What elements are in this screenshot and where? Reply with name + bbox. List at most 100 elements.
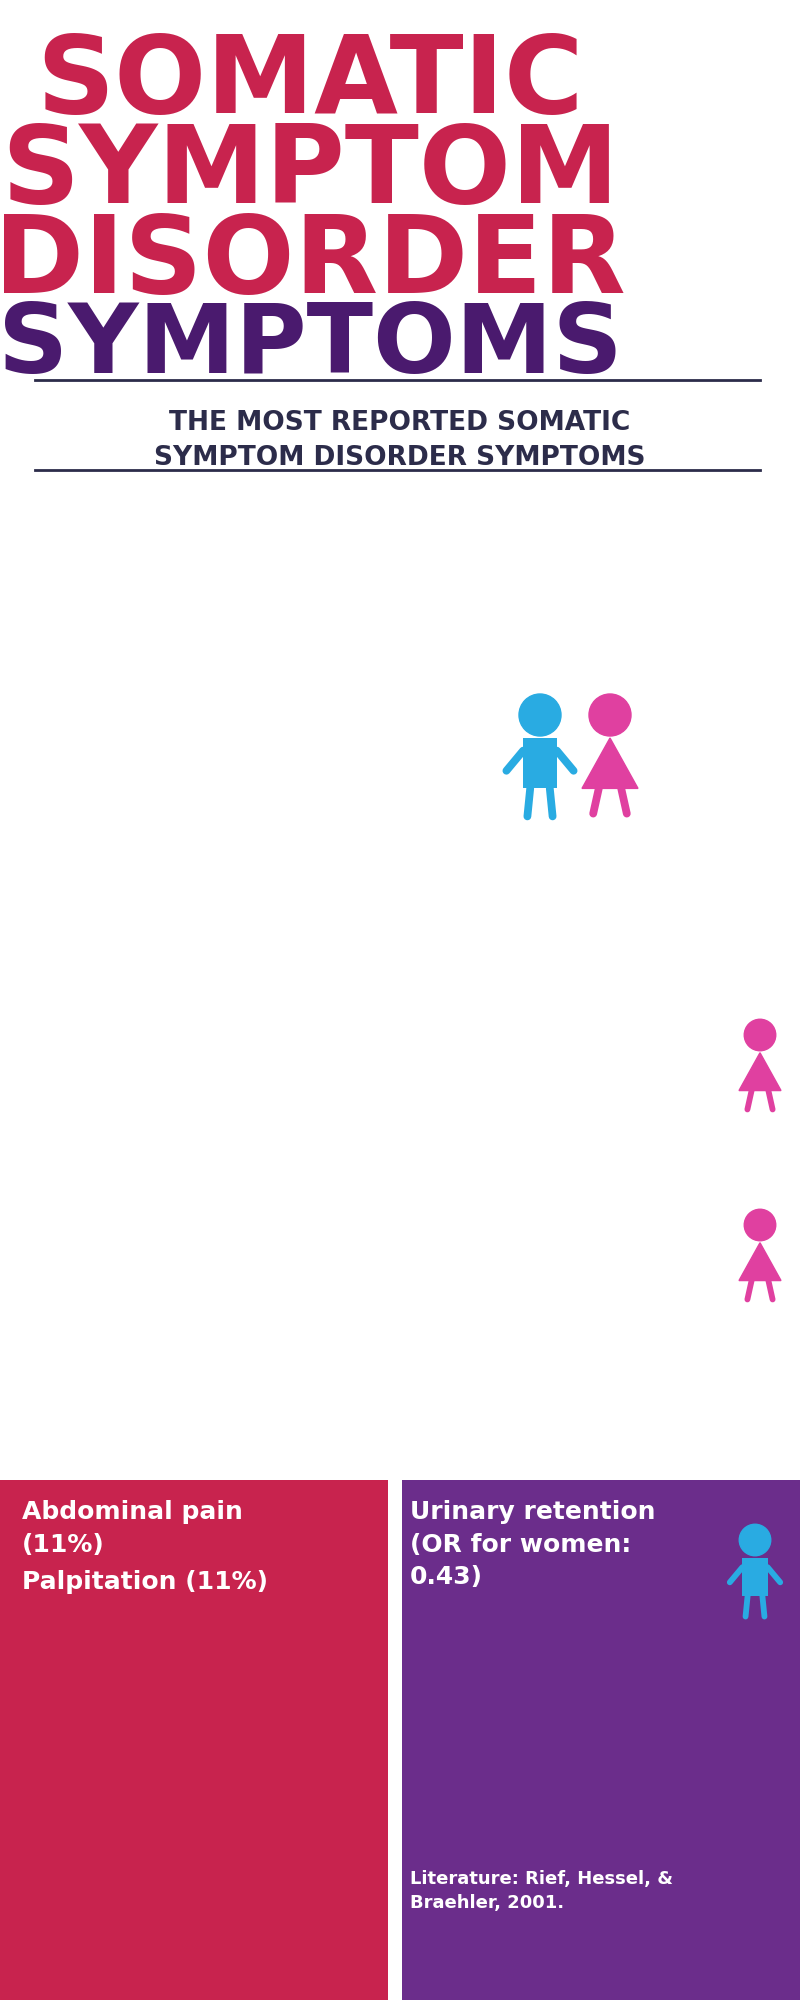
Circle shape: [625, 1466, 633, 1474]
Text: Pain during sexual
intercourse (OR:
5.46): Pain during sexual intercourse (OR: 5.46…: [410, 892, 673, 982]
Circle shape: [661, 1466, 669, 1474]
FancyBboxPatch shape: [402, 1480, 800, 2000]
Circle shape: [298, 1466, 306, 1474]
Circle shape: [679, 1466, 687, 1474]
Text: Intolerance of
several foods (12%): Intolerance of several foods (12%): [22, 1244, 303, 1302]
Circle shape: [499, 1466, 507, 1474]
Circle shape: [519, 694, 561, 736]
Circle shape: [481, 1156, 489, 1164]
Circle shape: [571, 866, 579, 874]
Circle shape: [409, 1156, 417, 1164]
Circle shape: [118, 866, 126, 874]
Circle shape: [154, 1466, 162, 1474]
Circle shape: [208, 1156, 216, 1164]
Text: Back pain (30%): Back pain (30%): [22, 892, 251, 916]
Circle shape: [280, 1156, 288, 1164]
Text: By gender
(odds ratio
(OR)): By gender (odds ratio (OR)): [506, 490, 694, 600]
Circle shape: [625, 866, 633, 874]
Circle shape: [697, 1156, 705, 1164]
Text: Unpleasant
sensations in or
around the
genitals (OR: 2.03): Unpleasant sensations in or around the g…: [410, 1290, 676, 1412]
Circle shape: [553, 1466, 561, 1474]
Circle shape: [244, 1466, 252, 1474]
Circle shape: [118, 1156, 126, 1164]
Circle shape: [625, 1156, 633, 1164]
Circle shape: [499, 1156, 507, 1164]
Circle shape: [136, 1156, 144, 1164]
Circle shape: [10, 1156, 18, 1164]
Circle shape: [463, 1466, 471, 1474]
Circle shape: [517, 866, 525, 874]
Circle shape: [769, 1156, 777, 1164]
Text: SYMPTOM DISORDER SYMPTOMS: SYMPTOM DISORDER SYMPTOMS: [154, 446, 646, 470]
Text: Abdominal pain
(11%): Abdominal pain (11%): [22, 1500, 243, 1556]
Circle shape: [733, 866, 741, 874]
Circle shape: [154, 1156, 162, 1164]
Circle shape: [316, 1466, 324, 1474]
Circle shape: [208, 866, 216, 874]
Circle shape: [280, 1466, 288, 1474]
Circle shape: [787, 866, 795, 874]
Circle shape: [589, 694, 631, 736]
Circle shape: [262, 1156, 270, 1164]
Circle shape: [499, 866, 507, 874]
Circle shape: [82, 1466, 90, 1474]
Circle shape: [352, 1466, 360, 1474]
Text: Bloating (13%): Bloating (13%): [22, 1184, 232, 1208]
Text: DISORDER: DISORDER: [0, 210, 626, 316]
Circle shape: [715, 1156, 723, 1164]
Circle shape: [481, 1466, 489, 1474]
Circle shape: [298, 866, 306, 874]
Text: THE MOST REPORTED SOMATIC: THE MOST REPORTED SOMATIC: [170, 410, 630, 436]
Circle shape: [28, 1466, 36, 1474]
Text: Palpitation (11%): Palpitation (11%): [22, 1570, 268, 1594]
FancyBboxPatch shape: [742, 1558, 768, 1596]
Circle shape: [463, 1156, 471, 1164]
Circle shape: [427, 1156, 435, 1164]
FancyBboxPatch shape: [388, 1480, 402, 2000]
Circle shape: [100, 1156, 108, 1164]
Circle shape: [64, 1466, 72, 1474]
Circle shape: [226, 866, 234, 874]
Circle shape: [553, 1156, 561, 1164]
Circle shape: [589, 1466, 597, 1474]
Circle shape: [334, 866, 342, 874]
Circle shape: [445, 1466, 453, 1474]
Circle shape: [535, 1466, 543, 1474]
Text: SYMPTOMS: SYMPTOMS: [0, 300, 622, 392]
Circle shape: [607, 866, 615, 874]
Polygon shape: [582, 738, 638, 788]
Circle shape: [571, 1466, 579, 1474]
Text: Flushing or
blushing
(OR: 3.40): Flushing or blushing (OR: 3.40): [410, 1000, 569, 1090]
Circle shape: [751, 1466, 759, 1474]
Circle shape: [607, 1156, 615, 1164]
Circle shape: [118, 1466, 126, 1474]
Circle shape: [463, 866, 471, 874]
Circle shape: [262, 866, 270, 874]
Circle shape: [46, 1156, 54, 1164]
Text: Headache (19%): Headache (19%): [22, 1056, 253, 1080]
Circle shape: [517, 1156, 525, 1164]
Circle shape: [226, 1156, 234, 1164]
Circle shape: [733, 1466, 741, 1474]
Circle shape: [82, 866, 90, 874]
Circle shape: [46, 1466, 54, 1474]
Polygon shape: [739, 1052, 781, 1090]
Circle shape: [136, 866, 144, 874]
Circle shape: [535, 1156, 543, 1164]
Circle shape: [643, 866, 651, 874]
Circle shape: [751, 1156, 759, 1164]
Circle shape: [82, 1156, 90, 1164]
Circle shape: [172, 866, 180, 874]
Circle shape: [733, 1156, 741, 1164]
FancyBboxPatch shape: [0, 1480, 388, 2000]
Circle shape: [280, 866, 288, 874]
Circle shape: [10, 1466, 18, 1474]
Circle shape: [553, 866, 561, 874]
Circle shape: [445, 1156, 453, 1164]
FancyBboxPatch shape: [523, 738, 557, 788]
Circle shape: [370, 866, 378, 874]
Polygon shape: [739, 1242, 781, 1280]
Circle shape: [643, 1156, 651, 1164]
Circle shape: [481, 866, 489, 874]
Circle shape: [571, 1156, 579, 1164]
